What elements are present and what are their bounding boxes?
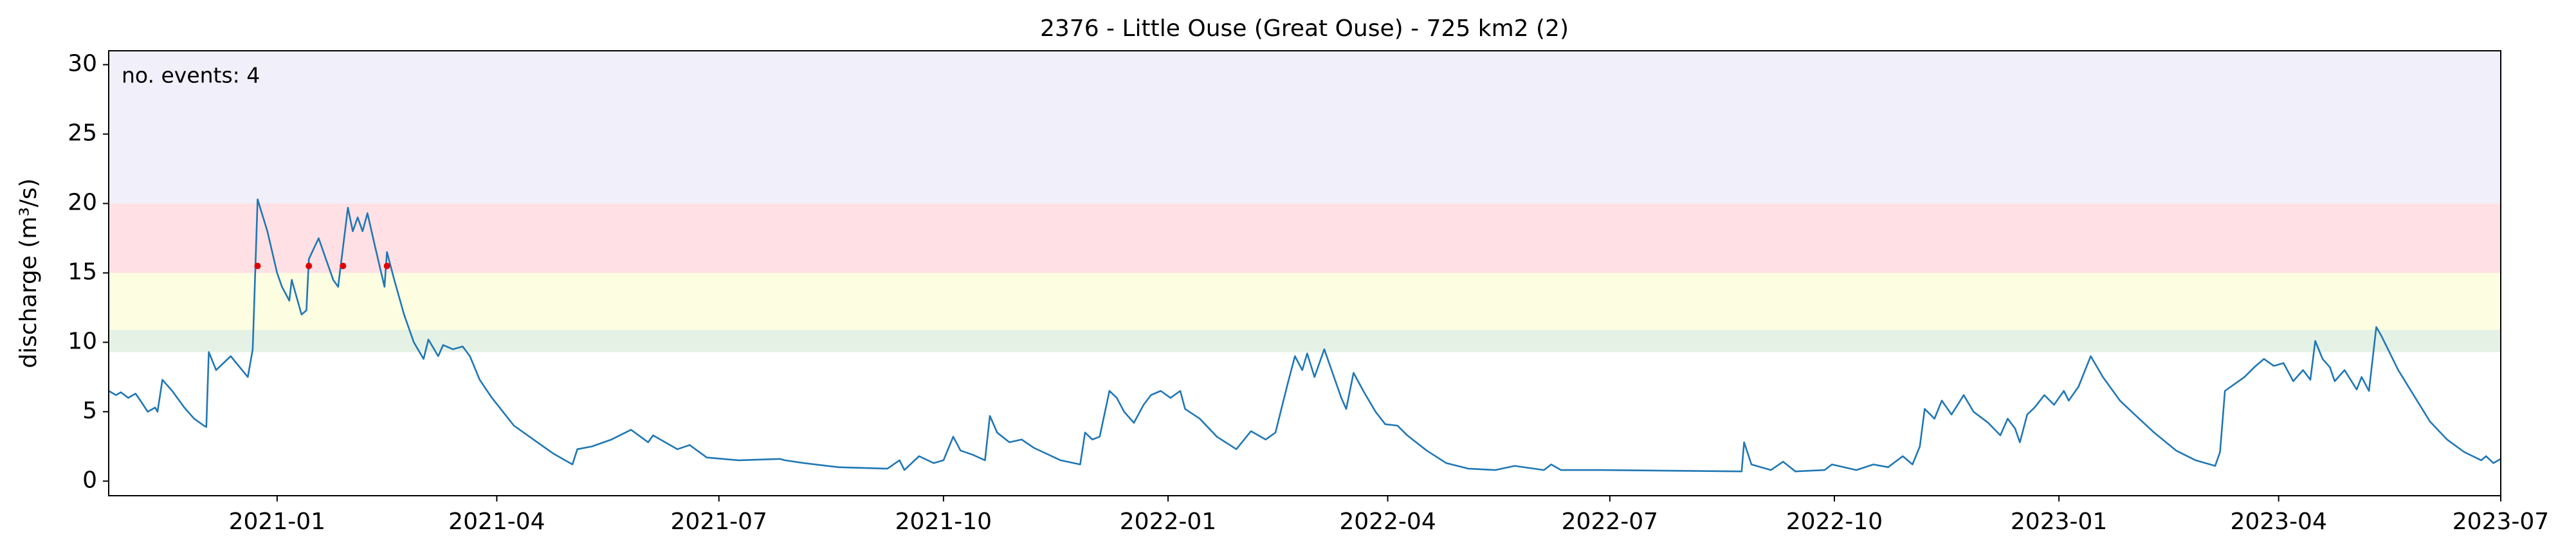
- x-tick-label: 2022-01: [1120, 509, 1216, 535]
- discharge-line: [108, 198, 2501, 473]
- x-tick-label: 2023-07: [2453, 509, 2549, 535]
- x-tick-label: 2022-07: [1562, 509, 1658, 535]
- axes-frame: [108, 50, 2501, 496]
- event-marker: [306, 262, 313, 269]
- threshold-band: [109, 273, 2501, 330]
- x-tick-label: 2021-04: [448, 509, 545, 535]
- events-annotation: no. events: 4: [122, 63, 260, 88]
- x-tick-label: 2023-04: [2230, 509, 2326, 535]
- x-tick-label: 2022-04: [1339, 509, 1436, 535]
- threshold-band: [109, 203, 2501, 273]
- y-axis-label: discharge (m³/s): [15, 178, 42, 368]
- x-tick-label: 2023-01: [2011, 509, 2107, 535]
- threshold-band: [109, 51, 2501, 204]
- y-tick-label: 0: [82, 467, 97, 493]
- x-tick-label: 2021-07: [671, 509, 767, 535]
- y-tick-label: 5: [82, 397, 97, 424]
- y-tick-label: 30: [68, 51, 97, 77]
- y-tick-label: 15: [68, 258, 97, 285]
- y-tick-label: 20: [68, 190, 97, 216]
- threshold-band: [109, 329, 2501, 352]
- event-marker: [383, 262, 390, 269]
- x-tick-label: 2021-01: [229, 509, 325, 535]
- event-marker: [254, 262, 261, 269]
- x-tick-label: 2021-10: [895, 509, 992, 535]
- x-tick-label: 2022-10: [1786, 509, 1883, 535]
- y-tick-label: 10: [68, 328, 97, 354]
- event-marker: [340, 262, 347, 269]
- y-tick-label: 25: [68, 120, 97, 147]
- chart-title: 2376 - Little Ouse (Great Ouse) - 725 km…: [1040, 15, 1569, 42]
